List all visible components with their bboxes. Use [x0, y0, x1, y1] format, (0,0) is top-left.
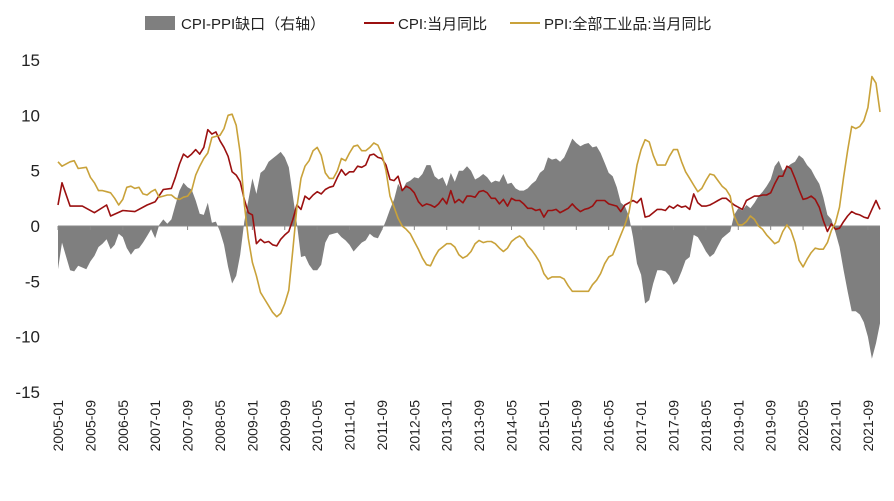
- series-area-cpi-ppi-gap: [58, 138, 880, 359]
- x-tick-label: 2009-09: [277, 400, 293, 452]
- x-tick-label: 2011-09: [374, 400, 390, 451]
- y-tick-label: 15: [21, 51, 40, 70]
- y-tick-label: 10: [21, 106, 40, 125]
- legend: CPI-PPI缺口（右轴） CPI:当月同比 PPI:全部工业品:当月同比: [145, 15, 712, 33]
- legend-label-ppi: PPI:全部工业品:当月同比: [544, 15, 712, 33]
- y-tick-label: -15: [15, 383, 40, 402]
- x-tick-label: 2019-01: [730, 400, 746, 452]
- legend-label-cpi: CPI:当月同比: [398, 16, 487, 33]
- x-tick-label: 2013-01: [439, 400, 455, 452]
- y-tick-labels: 15 10 5 0 -5 -10 -15: [15, 51, 40, 402]
- x-tick-label: 2007-01: [147, 400, 163, 452]
- x-tick-label: 2017-09: [665, 400, 681, 452]
- x-tick-label: 2009-01: [244, 400, 260, 452]
- gap-area-layer: [58, 138, 880, 359]
- legend-label-gap: CPI-PPI缺口（右轴）: [181, 16, 325, 33]
- x-tick-label: 2018-05: [698, 400, 714, 452]
- x-tick-label: 2005-09: [82, 400, 98, 452]
- x-tick-label: 2008-05: [212, 400, 228, 452]
- x-tick-label: 2015-01: [536, 400, 552, 452]
- x-tick-label: 2007-09: [180, 400, 196, 452]
- line-layer: [57, 75, 881, 318]
- x-tick-label: 2012-05: [406, 400, 422, 452]
- x-tick-label: 2020-05: [795, 400, 811, 452]
- x-tick-label: 2011-01: [342, 400, 358, 451]
- series-line-ppi: [57, 75, 881, 318]
- x-tick-label: 2021-01: [827, 400, 843, 452]
- x-tick-label: 2017-01: [633, 400, 649, 452]
- x-tick-label: 2014-05: [504, 400, 520, 452]
- x-tick-label: 2015-09: [568, 400, 584, 452]
- y-tick-label: -5: [25, 272, 40, 291]
- y-tick-label: 5: [31, 162, 40, 181]
- y-tick-label: -10: [15, 328, 40, 347]
- y-tick-label: 0: [31, 217, 40, 236]
- legend-swatch-gap: [145, 16, 175, 30]
- x-tick-label: 2016-05: [601, 400, 617, 452]
- series-line-cpi: [57, 128, 881, 247]
- x-tick-label: 2019-09: [763, 400, 779, 452]
- x-tick-label: 2013-09: [471, 400, 487, 452]
- x-tick-label: 2006-05: [115, 400, 131, 452]
- x-tick-label: 2005-01: [50, 400, 66, 452]
- axis-layer: [57, 225, 880, 230]
- x-tick-labels: 2005-01 2005-09 2006-05 2007-01 2007-09 2008-…: [50, 400, 876, 452]
- x-tick-label: 2021-09: [860, 400, 876, 452]
- x-tick-label: 2010-05: [309, 400, 325, 452]
